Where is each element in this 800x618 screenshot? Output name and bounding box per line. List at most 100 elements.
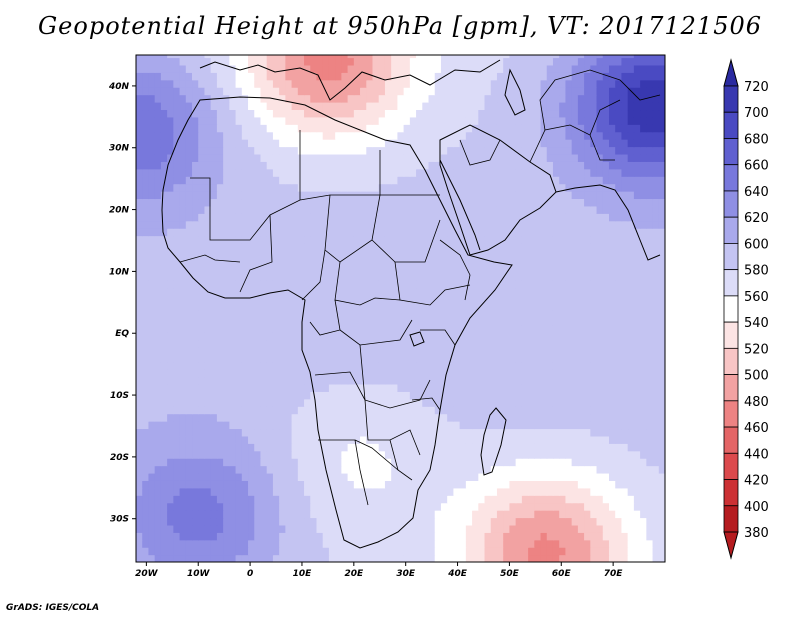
field-cell xyxy=(590,391,598,400)
field-cell xyxy=(229,421,237,430)
field-cell xyxy=(210,146,218,155)
field-cell xyxy=(160,487,168,496)
field-cell xyxy=(341,176,349,185)
field-cell xyxy=(546,146,554,155)
field-cell xyxy=(310,168,318,177)
field-cell xyxy=(322,272,330,281)
field-cell xyxy=(496,324,504,333)
field-cell xyxy=(310,198,318,207)
field-cell xyxy=(496,220,504,229)
field-cell xyxy=(372,280,380,289)
field-cell xyxy=(192,354,199,363)
field-cell xyxy=(422,265,430,274)
field-cell xyxy=(577,472,585,481)
field-cell xyxy=(646,191,654,200)
field-cell xyxy=(465,406,473,415)
field-cell xyxy=(633,354,641,363)
field-cell xyxy=(615,235,623,244)
field-cell xyxy=(167,450,174,459)
field-cell xyxy=(627,220,635,229)
field-cell xyxy=(279,213,286,222)
field-cell xyxy=(297,235,305,244)
field-cell xyxy=(328,324,336,333)
field-cell xyxy=(465,502,473,511)
field-cell xyxy=(154,228,162,237)
field-cell xyxy=(416,406,423,415)
field-cell xyxy=(322,510,330,519)
field-cell xyxy=(248,480,255,489)
field-cell xyxy=(584,406,591,415)
field-cell xyxy=(378,554,386,562)
field-cell xyxy=(322,547,330,556)
field-cell xyxy=(534,465,542,474)
field-cell xyxy=(658,317,665,326)
field-cell xyxy=(341,413,349,422)
field-cell xyxy=(608,383,616,392)
field-cell xyxy=(254,443,262,452)
field-cell xyxy=(416,524,423,533)
field-cell xyxy=(136,280,143,289)
field-cell xyxy=(503,435,511,444)
field-cell xyxy=(248,131,255,140)
field-cell xyxy=(216,435,224,444)
field-cell xyxy=(484,376,492,385)
field-cell xyxy=(316,280,324,289)
field-cell xyxy=(229,554,237,562)
field-cell xyxy=(409,213,417,222)
field-cell xyxy=(347,413,355,422)
field-cell xyxy=(658,176,665,185)
field-cell xyxy=(478,495,486,504)
field-cell xyxy=(266,369,274,378)
field-cell xyxy=(372,161,380,170)
field-cell xyxy=(204,139,212,148)
field-cell xyxy=(409,124,417,133)
field-cell xyxy=(204,294,212,303)
field-cell xyxy=(148,354,156,363)
field-cell xyxy=(160,354,168,363)
field-cell xyxy=(254,331,262,341)
field-cell xyxy=(241,198,249,207)
field-cell xyxy=(496,346,504,355)
field-cell xyxy=(148,272,156,281)
field-cell xyxy=(167,302,174,311)
field-cell xyxy=(154,532,162,541)
field-cell xyxy=(316,510,324,519)
field-cell xyxy=(316,480,324,489)
field-cell xyxy=(646,480,654,489)
field-cell xyxy=(496,472,504,481)
field-cell xyxy=(577,139,585,148)
field-cell xyxy=(378,465,386,474)
field-cell xyxy=(372,331,380,341)
field-cell xyxy=(447,502,454,511)
field-cell xyxy=(223,153,230,162)
field-cell xyxy=(142,302,150,311)
field-cell xyxy=(254,421,262,430)
field-cell xyxy=(447,383,454,392)
field-cell xyxy=(229,391,237,400)
field-cell xyxy=(185,495,193,504)
field-cell xyxy=(378,213,386,222)
field-cell xyxy=(192,421,199,430)
field-cell xyxy=(154,220,162,229)
field-cell xyxy=(528,502,535,511)
field-cell xyxy=(248,354,255,363)
field-cell xyxy=(136,272,143,281)
field-cell xyxy=(534,346,542,355)
field-cell xyxy=(640,398,647,407)
field-cell xyxy=(322,554,330,562)
field-cell xyxy=(148,191,156,200)
field-cell xyxy=(652,480,660,489)
field-cell xyxy=(248,146,255,155)
field-cell xyxy=(397,406,405,415)
field-cell xyxy=(254,369,262,378)
field-cell xyxy=(652,539,660,548)
field-cell xyxy=(310,421,318,430)
field-cell xyxy=(428,287,436,296)
field-cell xyxy=(322,228,330,237)
field-cell xyxy=(440,383,448,392)
field-cell xyxy=(503,398,511,407)
field-cell xyxy=(608,205,616,214)
field-cell xyxy=(521,331,529,341)
field-cell xyxy=(179,435,187,444)
field-cell xyxy=(167,280,174,289)
